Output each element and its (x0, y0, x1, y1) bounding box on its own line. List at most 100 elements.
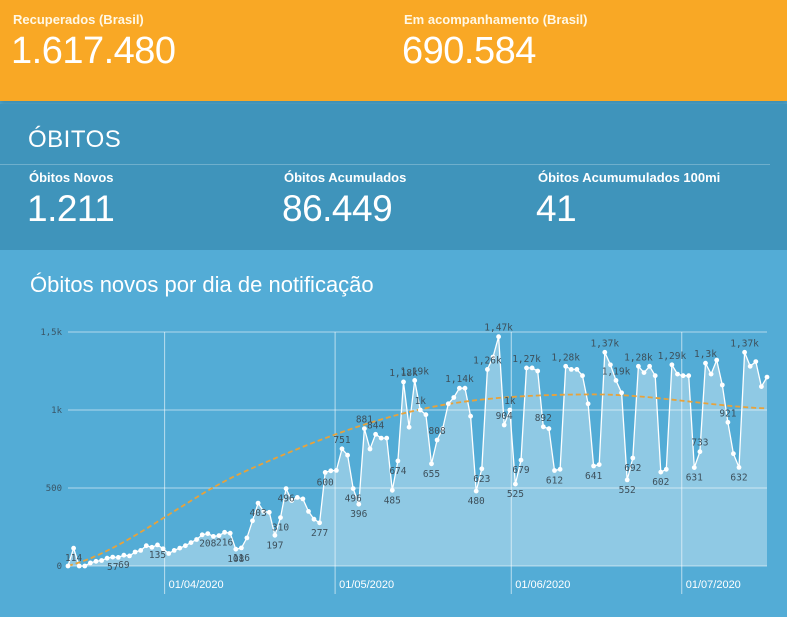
data-point (725, 419, 731, 425)
data-point (412, 378, 418, 383)
data-label: 1,26k (473, 355, 502, 366)
data-point (211, 534, 216, 539)
data-point (104, 555, 110, 561)
data-point (160, 546, 166, 552)
data-label: 485 (384, 495, 401, 506)
data-point (764, 374, 770, 380)
data-label: 808 (429, 426, 446, 437)
data-point (736, 465, 742, 470)
data-point (675, 371, 680, 377)
data-point (647, 363, 652, 369)
data-point (216, 533, 222, 538)
data-label: 57 (107, 562, 118, 573)
data-point (568, 367, 574, 372)
y-tick-label: 500 (46, 484, 62, 494)
data-point (691, 465, 697, 470)
data-point (479, 466, 485, 472)
data-point (132, 549, 138, 555)
data-label: 1,28k (551, 352, 580, 363)
data-point (401, 379, 406, 385)
data-point (255, 500, 261, 506)
data-point (110, 554, 116, 560)
deaths-divider (0, 164, 770, 165)
new-deaths-value: 1.211 (27, 188, 115, 229)
data-point (278, 515, 283, 520)
data-point (356, 501, 362, 507)
data-point (557, 466, 563, 472)
data-label: 1,18k (389, 368, 418, 379)
data-point (283, 486, 289, 491)
data-point (429, 461, 434, 467)
data-point (311, 516, 317, 522)
data-point (630, 455, 636, 461)
data-point (294, 495, 300, 500)
data-point (395, 458, 401, 464)
data-label: 277 (311, 528, 328, 539)
daily-deaths-chart[interactable]: 0 500 1k 1,5k 01/04/2020 01/05/2020 01/06/2020… (0, 250, 787, 617)
data-point (602, 349, 608, 355)
data-label: 496 (278, 494, 295, 505)
data-point (457, 385, 462, 391)
recovered-label: Recuperados (Brasil) (13, 12, 144, 27)
data-point (742, 349, 747, 355)
data-point (300, 496, 306, 502)
data-point (714, 357, 720, 363)
data-point (540, 424, 546, 430)
data-point (328, 468, 334, 474)
data-point (596, 462, 602, 467)
data-label: 197 (266, 540, 283, 551)
data-point (266, 509, 272, 515)
data-label: 921 (719, 408, 736, 419)
data-label: 525 (507, 489, 524, 500)
data-point (188, 540, 194, 545)
data-point (574, 367, 580, 372)
data-label: 114 (65, 553, 82, 564)
data-point (222, 529, 228, 535)
data-label: 552 (619, 485, 636, 496)
data-point (513, 481, 518, 487)
new-deaths-label: Óbitos Novos (29, 170, 114, 185)
data-label: 751 (333, 435, 350, 446)
data-point (747, 363, 753, 369)
data-point (501, 422, 507, 428)
data-label: 600 (317, 477, 334, 488)
data-point (233, 546, 239, 552)
x-tick-label: 01/06/2020 (515, 579, 570, 591)
deaths-per-100mi-label: Óbitos Acumumulados 100mi (538, 170, 721, 185)
data-point (440, 426, 446, 432)
data-point (334, 468, 339, 473)
data-point (65, 563, 71, 569)
monitoring-label: Em acompanhamento (Brasil) (404, 12, 588, 27)
deaths-band: ÓBITOS Óbitos Novos 1.211 Óbitos Acumula… (0, 104, 787, 250)
daily-deaths-chart-panel: Óbitos novos por dia de notificação 0 500… (0, 250, 787, 617)
data-label: 844 (367, 420, 384, 431)
data-point (261, 509, 267, 514)
data-label: 480 (468, 496, 485, 507)
data-point (731, 451, 736, 457)
data-point (183, 543, 188, 549)
data-label: 108 (227, 554, 244, 565)
data-point (250, 518, 255, 524)
data-label: 1,28k (624, 352, 653, 363)
data-point (641, 370, 647, 375)
data-point (143, 543, 149, 549)
data-label: 674 (389, 466, 406, 477)
data-point (350, 486, 356, 491)
data-point (529, 365, 535, 371)
data-point (703, 360, 708, 366)
y-tick-label: 1,5k (40, 328, 62, 338)
data-point (227, 530, 233, 536)
data-point (71, 545, 76, 551)
data-label: 1,14k (445, 374, 474, 385)
data-point (473, 488, 479, 494)
data-point (719, 382, 725, 388)
data-point (362, 426, 367, 431)
data-label: 69 (118, 560, 130, 571)
data-label: 1k (415, 396, 427, 407)
data-label: 1,47k (484, 323, 513, 334)
data-point (697, 449, 703, 455)
data-label: 216 (216, 537, 233, 548)
data-point (708, 371, 714, 377)
data-label: 679 (512, 465, 529, 476)
data-label: 1,29k (658, 351, 687, 362)
